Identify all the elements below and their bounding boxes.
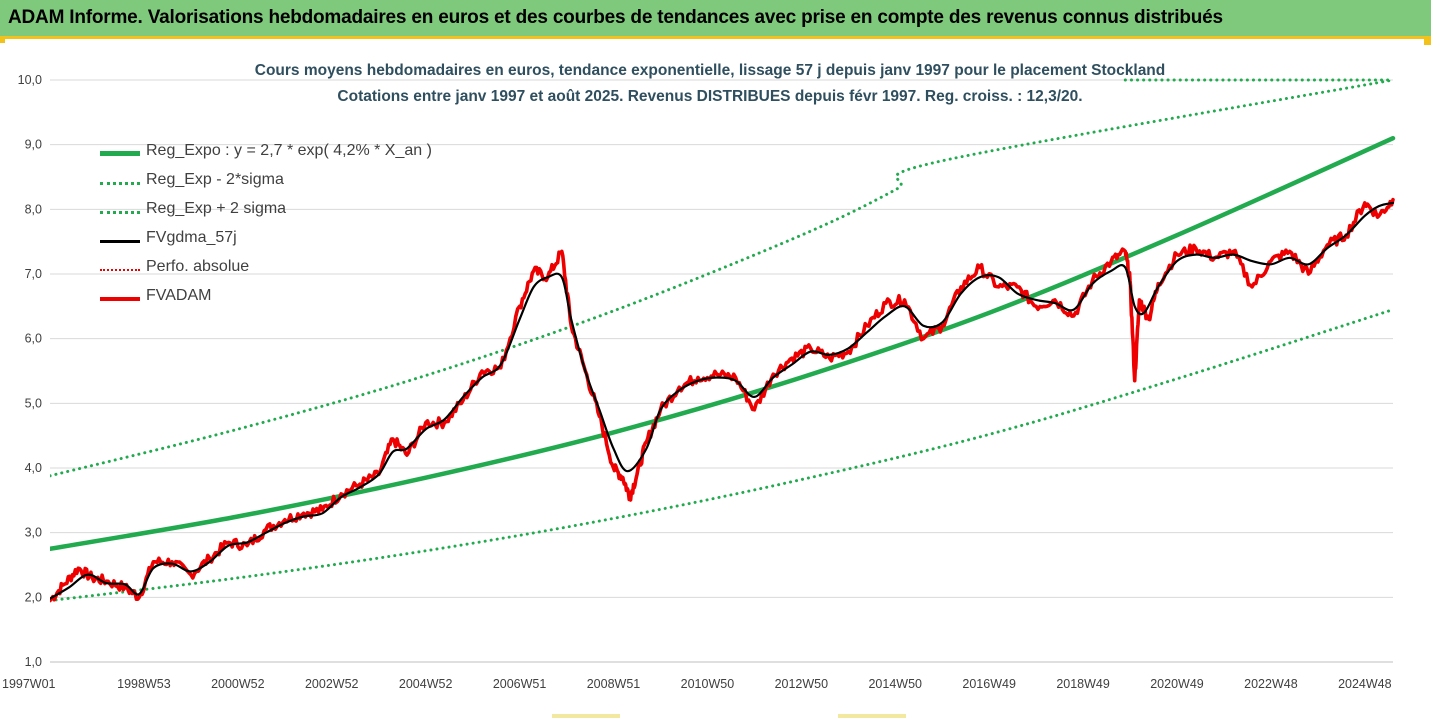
x-tick-label: 2020W49 <box>1150 677 1204 691</box>
y-axis-ticks: 1,0 2,0 3,0 4,0 5,0 6,0 7,0 8,0 9,0 10,0 <box>18 73 42 669</box>
legend-label-reg-expo: Reg_Expo : y = 2,7 * exp( 4,2% * X_an ) <box>146 142 432 159</box>
series-reg-exp-plus-2sigma <box>50 80 1395 478</box>
x-tick-label: 2010W50 <box>681 677 735 691</box>
corner-marker-right <box>1424 36 1431 45</box>
legend-label-reg-exp-plus: Reg_Exp + 2 sigma <box>146 200 287 217</box>
x-tick-label: 2014W50 <box>868 677 922 691</box>
y-tick-label: 10,0 <box>18 73 42 87</box>
series-reg-exp-minus-2sigma <box>50 308 1395 603</box>
x-tick-label: 2008W51 <box>587 677 641 691</box>
accent-line <box>0 36 1431 39</box>
series-layer <box>50 78 1396 603</box>
x-axis-ticks: 1997W01 1998W53 2000W52 2002W52 2004W52 2006W… <box>2 677 1392 691</box>
x-tick-label: 2024W48 <box>1338 677 1392 691</box>
chart-subtitle: Cotations entre janv 1997 et août 2025. … <box>337 88 1083 105</box>
series-reg-expo <box>50 135 1396 552</box>
x-tick-label: 2022W48 <box>1244 677 1298 691</box>
x-tick-label: 1997W01 <box>2 677 56 691</box>
x-tick-label: 2000W52 <box>211 677 265 691</box>
x-tick-label: 2006W51 <box>493 677 547 691</box>
corner-marker-left <box>0 36 5 43</box>
chart-title: Cours moyens hebdomadaires en euros, ten… <box>254 62 1166 79</box>
x-tick-label: 2016W49 <box>962 677 1016 691</box>
legend-swatch-perfo-absolue <box>100 269 140 271</box>
legend-label-fvadam: FVADAM <box>146 287 212 304</box>
bottom-marker-left <box>552 714 620 718</box>
y-tick-label: 5,0 <box>25 396 42 410</box>
report-banner: ADAM Informe. Valorisations hebdomadaire… <box>0 0 1431 36</box>
y-tick-label: 9,0 <box>25 138 42 152</box>
y-tick-label: 4,0 <box>25 461 42 475</box>
y-tick-label: 6,0 <box>25 332 42 346</box>
legend-swatch-fvadam <box>100 297 140 301</box>
chart-heading: Cours moyens hebdomadaires en euros, ten… <box>150 58 1270 110</box>
y-tick-label: 3,0 <box>25 526 42 540</box>
legend-swatch-reg-expo <box>100 151 140 156</box>
x-tick-label: 2002W52 <box>305 677 359 691</box>
x-tick-label: 1998W53 <box>117 677 171 691</box>
series-fvgdma-57j <box>50 201 1395 600</box>
legend-swatch-reg-exp-plus <box>100 211 140 214</box>
legend-swatch-fvgdma <box>100 240 140 243</box>
x-tick-label: 2018W49 <box>1056 677 1110 691</box>
legend-label-perfo-absolue: Perfo. absolue <box>146 258 250 275</box>
legend-label-reg-exp-minus: Reg_Exp - 2*sigma <box>146 171 284 188</box>
y-tick-label: 8,0 <box>25 202 42 216</box>
y-tick-label: 7,0 <box>25 267 42 281</box>
legend-swatch-reg-exp-minus <box>100 182 140 185</box>
legend-label-fvgdma: FVgdma_57j <box>146 229 237 246</box>
y-tick-label: 2,0 <box>25 590 42 604</box>
y-tick-label: 1,0 <box>25 655 42 669</box>
report-title: ADAM Informe. Valorisations hebdomadaire… <box>8 7 1223 28</box>
series-fvadam <box>50 197 1395 603</box>
x-tick-label: 2012W50 <box>775 677 829 691</box>
x-tick-label: 2004W52 <box>399 677 453 691</box>
price-chart: 1,02,03,04,05,06,07,08,09,010,0 1997W01 1… <box>2 73 1396 691</box>
bottom-marker-right <box>838 714 906 718</box>
